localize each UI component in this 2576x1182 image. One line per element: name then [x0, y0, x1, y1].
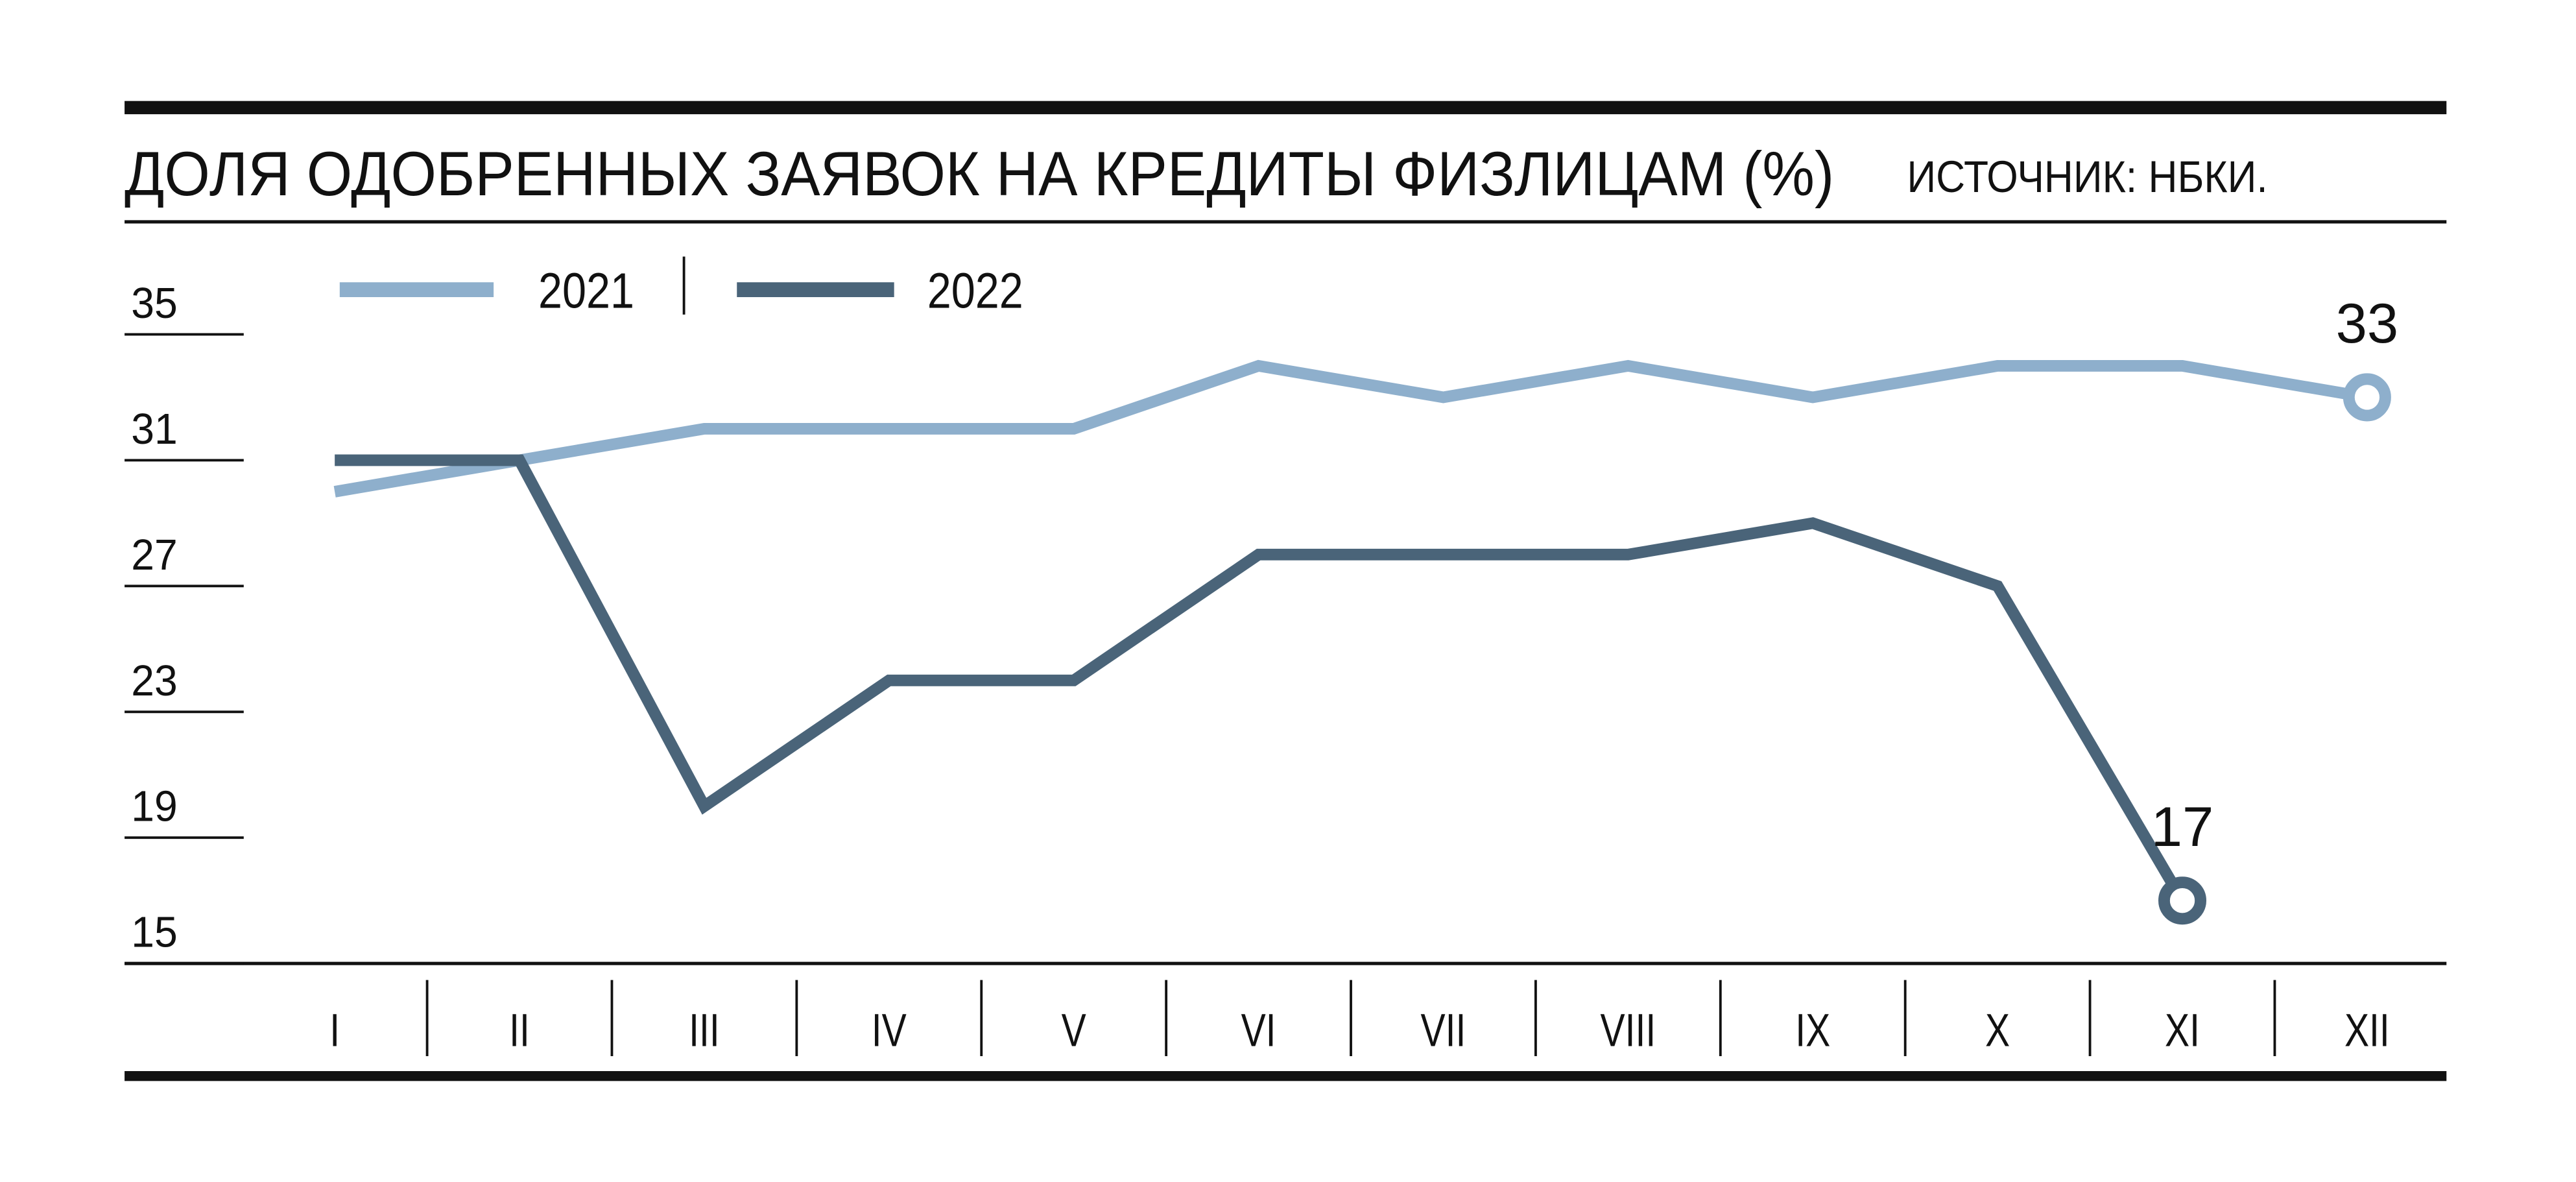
y-tick-label: 19 — [131, 783, 177, 831]
x-tick-label: I — [329, 1004, 340, 1057]
x-tick-label: II — [509, 1004, 530, 1057]
y-tick-label: 27 — [131, 531, 177, 579]
x-tick-label: XI — [2165, 1004, 2200, 1057]
x-tick-label: VII — [1421, 1004, 1466, 1057]
top-rule — [125, 101, 2447, 115]
y-tick-label: 15 — [131, 909, 177, 957]
header-rule — [125, 220, 2447, 224]
x-tick-label: XII — [2344, 1004, 2390, 1057]
y-tick-label: 31 — [131, 405, 177, 453]
chart-source: ИСТОЧНИК: НБКИ. — [1907, 152, 2267, 202]
legend-label: 2022 — [927, 264, 1023, 319]
series-line — [333, 359, 2368, 498]
axis-rule — [125, 961, 2447, 965]
x-tick-label: V — [1062, 1004, 1086, 1057]
x-tick-label: IX — [1795, 1004, 1830, 1057]
legend-label: 2021 — [538, 264, 634, 319]
x-tick-label: IV — [872, 1004, 907, 1057]
end-marker — [2343, 373, 2391, 422]
series-line — [335, 454, 2188, 904]
x-tick-label: VI — [1241, 1004, 1276, 1057]
y-tick-label: 35 — [131, 280, 177, 328]
y-tick-label: 23 — [131, 657, 177, 705]
chart-title: ДОЛЯ ОДОБРЕННЫХ ЗАЯВОК НА КРЕДИТЫ ФИЗЛИЦ… — [125, 138, 1834, 209]
x-tick-label: III — [689, 1004, 720, 1057]
x-tick-label: X — [1985, 1004, 2010, 1057]
bottom-rule — [125, 1071, 2447, 1081]
value-label: 33 — [2336, 292, 2399, 355]
x-tick-label: VIII — [1600, 1004, 1656, 1057]
value-label: 17 — [2151, 795, 2214, 858]
end-marker — [2158, 876, 2207, 925]
